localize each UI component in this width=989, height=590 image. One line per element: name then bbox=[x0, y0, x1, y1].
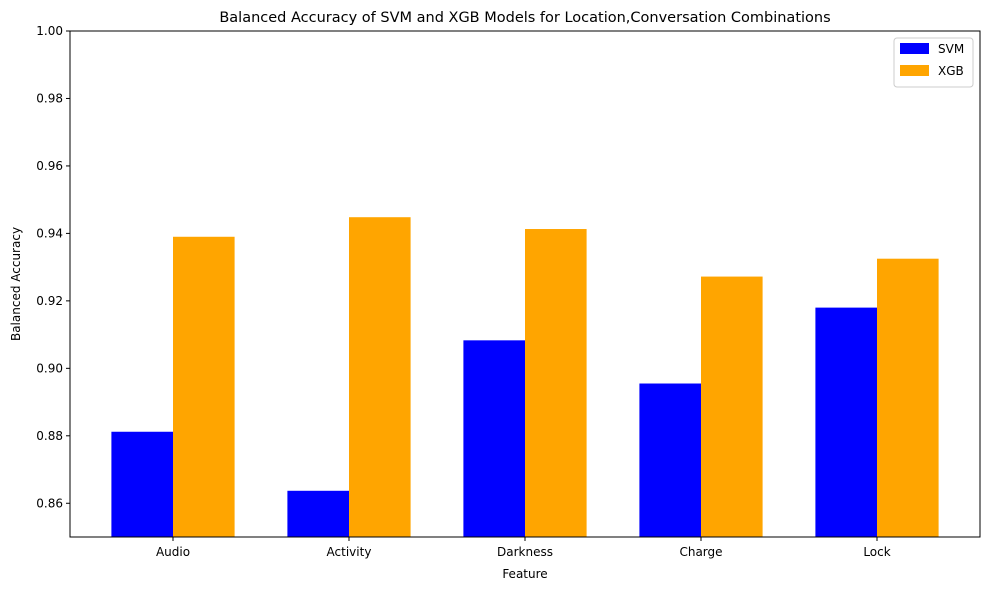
y-tick-label: 0.94 bbox=[36, 226, 63, 240]
bar-xgb-audio bbox=[173, 236, 235, 538]
y-tick-label: 0.86 bbox=[36, 496, 63, 510]
legend-label-svm: SVM bbox=[938, 42, 964, 56]
x-tick-label-audio: Audio bbox=[156, 545, 190, 559]
plot-frame bbox=[69, 30, 981, 538]
y-tick-label: 0.96 bbox=[36, 159, 63, 173]
bar-xgb-activity bbox=[349, 217, 411, 537]
x-tick-label-activity: Activity bbox=[327, 545, 372, 559]
legend-label-xgb: XGB bbox=[938, 64, 964, 78]
bar-svm-audio bbox=[111, 431, 173, 537]
y-tick-label: 0.92 bbox=[36, 294, 63, 308]
bar-xgb-darkness bbox=[525, 229, 587, 538]
bar-xgb-lock bbox=[877, 258, 939, 537]
y-axis-ticks: 0.86 0.88 0.90 0.92 0.94 0.96 0.98 1.00 bbox=[36, 24, 70, 510]
x-tick-label-lock: Lock bbox=[863, 545, 890, 559]
legend-swatch-svm bbox=[900, 43, 929, 54]
bar-xgb-charge bbox=[701, 276, 763, 537]
chart-title: Balanced Accuracy of SVM and XGB Models … bbox=[219, 10, 830, 26]
x-axis-ticks: Audio Activity Darkness Charge Lock bbox=[156, 537, 891, 559]
x-tick-label-charge: Charge bbox=[679, 545, 722, 559]
bars-group bbox=[111, 217, 939, 538]
legend-swatch-xgb bbox=[900, 65, 929, 76]
y-axis-label: Balanced Accuracy bbox=[9, 227, 23, 341]
bar-svm-darkness bbox=[463, 340, 525, 537]
bar-svm-activity bbox=[287, 490, 349, 537]
y-tick-label: 0.90 bbox=[36, 361, 63, 375]
x-axis-label: Feature bbox=[502, 567, 547, 581]
bar-svm-lock bbox=[815, 307, 877, 537]
bar-svm-charge bbox=[639, 383, 701, 537]
x-tick-label-darkness: Darkness bbox=[497, 545, 553, 559]
y-tick-label: 0.98 bbox=[36, 91, 63, 105]
legend: SVM XGB bbox=[893, 37, 974, 88]
y-tick-label: 1.00 bbox=[36, 24, 63, 38]
y-tick-label: 0.88 bbox=[36, 429, 63, 443]
